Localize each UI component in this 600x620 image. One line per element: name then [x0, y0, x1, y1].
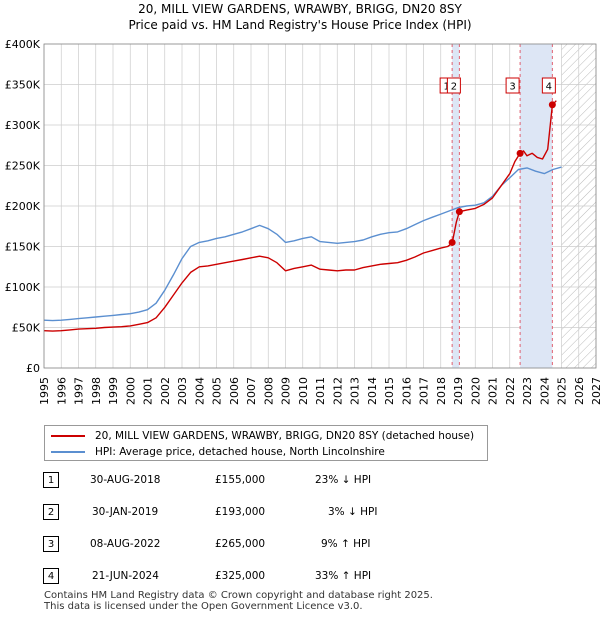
sale-period-shade [452, 44, 460, 368]
sale-price: £265,000 [215, 538, 266, 550]
sale-point [448, 238, 456, 246]
x-tick-label: 2020 [469, 377, 482, 405]
y-tick-label: £150K [5, 241, 41, 254]
sale-label: 4 [546, 82, 552, 93]
sale-date: 30-JAN-2019 [92, 506, 159, 518]
y-tick-label: £0 [26, 362, 40, 375]
sale-number: 2 [43, 504, 59, 520]
sale-hpi-diff: 33% ↑ HPI [315, 570, 372, 582]
legend-item-property: 20, MILL VIEW GARDENS, WRAWBY, BRIGG, DN… [51, 429, 474, 443]
sale-number: 4 [43, 568, 59, 584]
sale-label: 3 [509, 82, 515, 93]
x-tick-label: 2008 [262, 377, 275, 405]
sale-row: 3 08-AUG-2022 £265,000 9% ↑ HPI [40, 536, 560, 554]
sale-price: £325,000 [215, 570, 266, 582]
legend-label-hpi: HPI: Average price, detached house, Nort… [95, 446, 385, 458]
chart-legend: 20, MILL VIEW GARDENS, WRAWBY, BRIGG, DN… [44, 425, 488, 461]
y-tick-label: £250K [5, 160, 41, 173]
x-tick-label: 2007 [245, 377, 258, 405]
sale-period-shade [520, 44, 553, 368]
sale-label: 1 [443, 82, 449, 93]
x-tick-label: 1997 [73, 377, 86, 405]
sale-row: 2 30-JAN-2019 £193,000 3% ↓ HPI [40, 504, 560, 522]
x-tick-label: 2022 [504, 377, 517, 405]
x-tick-label: 2021 [487, 377, 500, 405]
sale-price: £193,000 [215, 506, 266, 518]
chart-title: 20, MILL VIEW GARDENS, WRAWBY, BRIGG, DN… [138, 2, 462, 16]
sale-hpi-diff: 3% ↓ HPI [328, 506, 378, 518]
sale-label: 2 [451, 82, 457, 93]
chart-subtitle: Price paid vs. HM Land Registry's House … [128, 18, 472, 32]
sale-point [516, 149, 524, 157]
footer: Contains HM Land Registry data © Crown c… [44, 590, 433, 612]
legend-label-property: 20, MILL VIEW GARDENS, WRAWBY, BRIGG, DN… [95, 430, 475, 442]
footer-copyright: Contains HM Land Registry data © Crown c… [44, 590, 433, 601]
x-tick-label: 2023 [521, 377, 534, 405]
x-tick-label: 2011 [314, 377, 327, 405]
hpi-line [43, 166, 562, 322]
sale-number: 3 [43, 536, 59, 552]
x-tick-label: 2005 [211, 377, 224, 405]
x-tick-label: 2024 [538, 377, 551, 405]
y-tick-label: £200K [5, 200, 41, 213]
x-tick-label: 2006 [228, 377, 241, 405]
x-tick-label: 2009 [280, 377, 293, 405]
x-tick-label: 2025 [556, 377, 569, 405]
sale-price: £155,000 [215, 474, 266, 486]
legend-swatch-property [51, 435, 85, 437]
x-tick-label: 2019 [452, 377, 465, 405]
sale-date: 08-AUG-2022 [90, 538, 161, 550]
sale-point [455, 208, 463, 216]
x-tick-label: 2003 [176, 377, 189, 405]
sale-hpi-diff: 9% ↑ HPI [321, 538, 371, 550]
sale-date: 30-AUG-2018 [90, 474, 161, 486]
y-tick-label: £350K [5, 79, 41, 92]
x-tick-label: 1998 [90, 377, 103, 405]
x-tick-label: 2000 [124, 377, 137, 405]
y-tick-label: £50K [12, 322, 41, 335]
x-tick-label: 2017 [418, 377, 431, 405]
x-tick-label: 2014 [366, 377, 379, 405]
x-tick-label: 2002 [159, 377, 172, 405]
sale-label-box [505, 77, 520, 94]
x-tick-label: 2018 [435, 377, 448, 405]
sale-hpi-diff: 23% ↓ HPI [315, 474, 372, 486]
plot-frame [43, 43, 597, 369]
sale-point [548, 101, 556, 109]
y-tick-label: £300K [5, 119, 41, 132]
sale-number: 1 [43, 472, 59, 488]
sale-date: 21-JUN-2024 [92, 570, 159, 582]
x-tick-label: 2026 [573, 377, 586, 405]
x-tick-label: 2016 [400, 377, 413, 405]
x-tick-label: 2027 [590, 377, 600, 405]
x-tick-label: 2015 [383, 377, 396, 405]
x-tick-label: 2001 [142, 377, 155, 405]
footer-licence: This data is licensed under the Open Gov… [44, 601, 363, 612]
legend-item-hpi: HPI: Average price, detached house, Nort… [51, 445, 385, 459]
x-tick-label: 2004 [193, 377, 206, 405]
y-tick-label: £100K [5, 281, 41, 294]
x-tick-label: 1996 [55, 377, 68, 405]
y-tick-label: £400K [5, 38, 41, 51]
property-price-line [43, 100, 557, 332]
legend-swatch-hpi [51, 451, 85, 453]
x-tick-label: 1995 [38, 377, 51, 405]
sale-label-box [541, 77, 556, 94]
x-tick-label: 2010 [297, 377, 310, 405]
x-tick-label: 1999 [107, 377, 120, 405]
sale-row: 4 21-JUN-2024 £325,000 33% ↑ HPI [40, 568, 560, 586]
sale-label-box [446, 77, 461, 94]
sale-row: 1 30-AUG-2018 £155,000 23% ↓ HPI [40, 472, 560, 490]
x-tick-label: 2012 [331, 377, 344, 405]
x-tick-label: 2013 [349, 377, 362, 405]
